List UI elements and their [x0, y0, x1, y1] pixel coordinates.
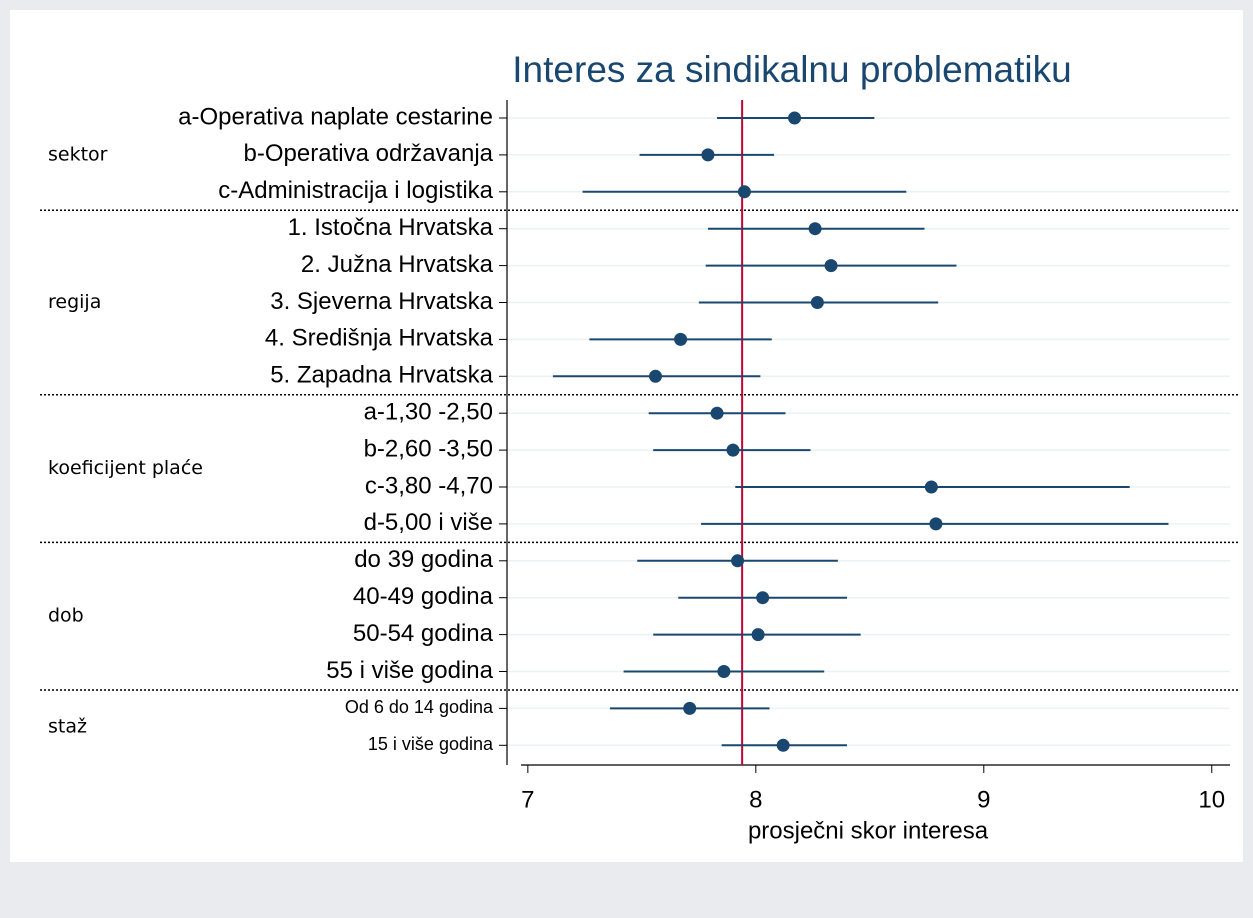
dot [731, 554, 745, 568]
y-tick-label: 40-49 godina [353, 583, 494, 610]
dot [810, 296, 824, 309]
y-tick-label: 5. Zapadna Hrvatska [270, 362, 493, 389]
dot [674, 332, 688, 346]
x-tick-label: 8 [749, 786, 762, 813]
group-label: staž [48, 715, 87, 737]
y-tick-label: 50-54 godina [353, 620, 494, 647]
dot [726, 443, 740, 457]
dot [788, 111, 802, 125]
dot [929, 517, 943, 531]
x-tick-label: 10 [1198, 786, 1225, 813]
dot [737, 185, 751, 199]
dot [649, 369, 663, 383]
dot [683, 701, 697, 715]
y-tick-label: a-Operativa naplate cestarine [178, 103, 493, 130]
dot [756, 591, 770, 605]
dot [751, 628, 765, 642]
dot [808, 222, 822, 236]
y-tick-label: 55 i više godina [326, 657, 493, 684]
chart-title: Interes za sindikalnu problematiku [512, 49, 1071, 90]
y-tick-label: c-Administracija i logistika [218, 177, 493, 204]
y-tick-label: b-Operativa održavanja [244, 140, 494, 167]
dot [924, 480, 938, 494]
x-axis-label: prosječni skor interesa [748, 817, 989, 844]
y-tick-label: 2. Južna Hrvatska [301, 251, 494, 278]
y-tick-label: Od 6 do 14 godina [345, 697, 494, 717]
y-tick-label: a-1,30 -2,50 [364, 399, 493, 426]
group-label: dob [48, 605, 84, 627]
y-tick-label: d-5,00 i više [364, 509, 493, 536]
x-tick-label: 7 [521, 786, 534, 813]
background [10, 10, 1243, 862]
dot [824, 259, 838, 273]
y-tick-label: b-2,60 -3,50 [364, 435, 493, 462]
y-tick-label: 15 i više godina [368, 734, 494, 754]
dot [717, 665, 731, 678]
y-tick-label: 1. Istočna Hrvatska [288, 214, 494, 241]
y-tick-label: do 39 godina [354, 546, 493, 573]
group-label: koeficijent plaće [48, 457, 203, 479]
group-label: sektor [48, 143, 108, 165]
y-tick-label: 3. Sjeverna Hrvatska [270, 288, 493, 315]
dot [701, 148, 715, 162]
y-tick-label: 4. Središnja Hrvatska [265, 325, 494, 352]
y-tick-label: c-3,80 -4,70 [365, 472, 493, 499]
dot [710, 406, 724, 420]
x-tick-label: 9 [977, 786, 990, 813]
group-label: regija [48, 291, 101, 313]
dot [776, 738, 790, 752]
